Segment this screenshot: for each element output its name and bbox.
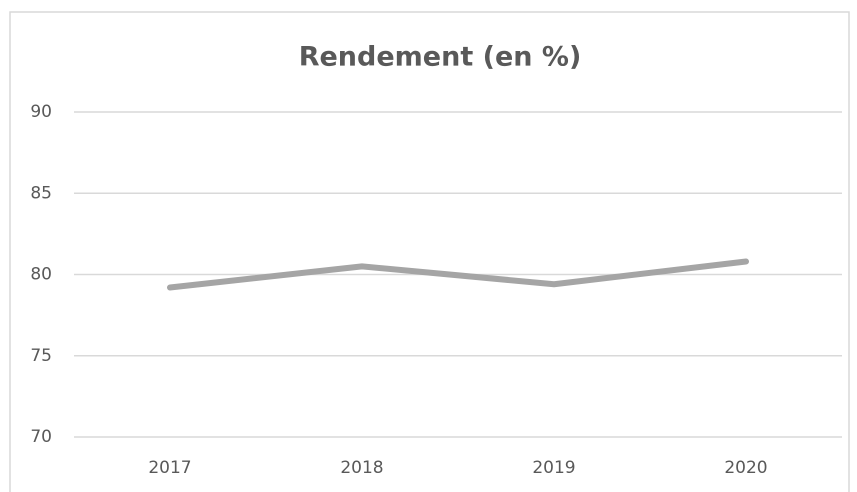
chart-title: Rendement (en %) [299, 42, 582, 73]
x-tick-label: 2018 [340, 458, 383, 478]
y-tick-label: 80 [30, 265, 52, 285]
y-tick-label: 70 [30, 427, 52, 447]
y-tick-label: 85 [30, 183, 52, 203]
y-tick-label: 75 [30, 346, 52, 366]
x-tick-label: 2017 [148, 458, 191, 478]
y-tick-label: 90 [30, 102, 52, 122]
x-tick-label: 2019 [532, 458, 575, 478]
chart-frame [9, 11, 850, 492]
x-tick-label: 2020 [724, 458, 767, 478]
line-series [167, 258, 749, 291]
